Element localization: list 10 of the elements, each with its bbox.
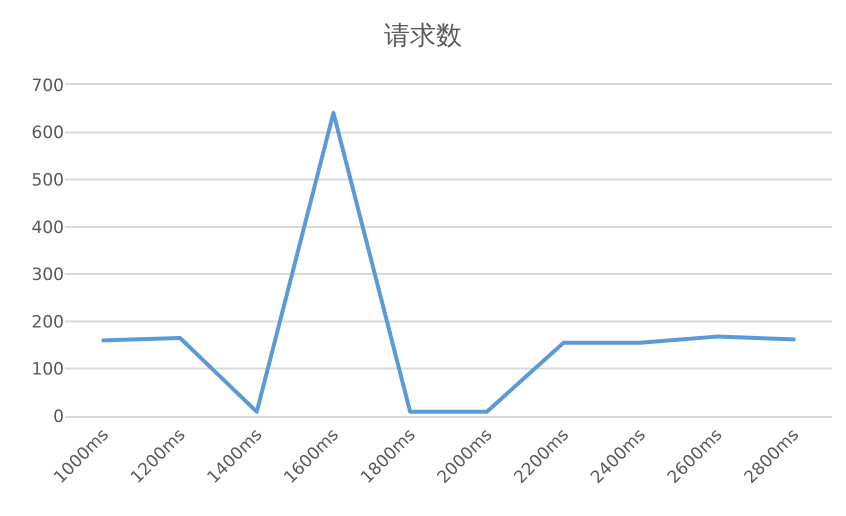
y-tick-label: 700	[32, 76, 64, 96]
y-tick-label: 400	[32, 218, 64, 238]
y-tick-label: 0	[53, 406, 64, 427]
y-tick-label: 200	[32, 312, 64, 332]
y-tick-label: 600	[32, 123, 64, 144]
y-tick-label: 500	[32, 170, 64, 191]
y-tick-label: 100	[32, 360, 64, 380]
chart-title: 请求数	[384, 21, 462, 51]
line-series	[101, 110, 796, 414]
y-tick-label: 300	[32, 265, 64, 286]
